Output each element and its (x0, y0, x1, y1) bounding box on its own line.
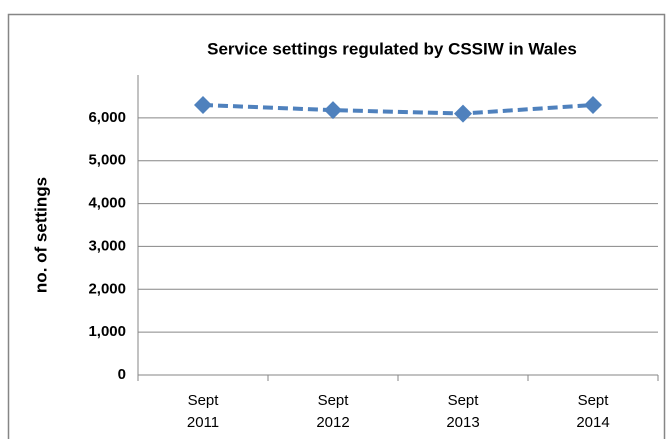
y-tick-label: 4,000 (88, 195, 126, 212)
x-tick-label: Sept 2012 (316, 392, 350, 431)
data-point (454, 104, 472, 123)
x-tick-label: Sept 2014 (576, 392, 610, 431)
chart-title: Service settings regulated by CSSIW in W… (207, 39, 577, 58)
data-point (324, 101, 342, 120)
x-tick-label: Sept 2013 (446, 392, 480, 431)
chart-border (7, 13, 666, 439)
data-point (194, 96, 212, 114)
y-tick-label: 2,000 (88, 280, 126, 297)
data-point (584, 96, 602, 114)
series-line (202, 103, 594, 116)
y-tick-label: 6,000 (88, 109, 126, 126)
y-tick-label: 1,000 (88, 323, 126, 340)
y-tick-label: 5,000 (88, 152, 126, 169)
y-axis-label: no. of settings (31, 177, 50, 293)
x-tick-label: Sept 2011 (186, 392, 220, 431)
y-tick-label: 3,000 (88, 237, 126, 254)
y-tick-label: 0 (118, 366, 126, 383)
